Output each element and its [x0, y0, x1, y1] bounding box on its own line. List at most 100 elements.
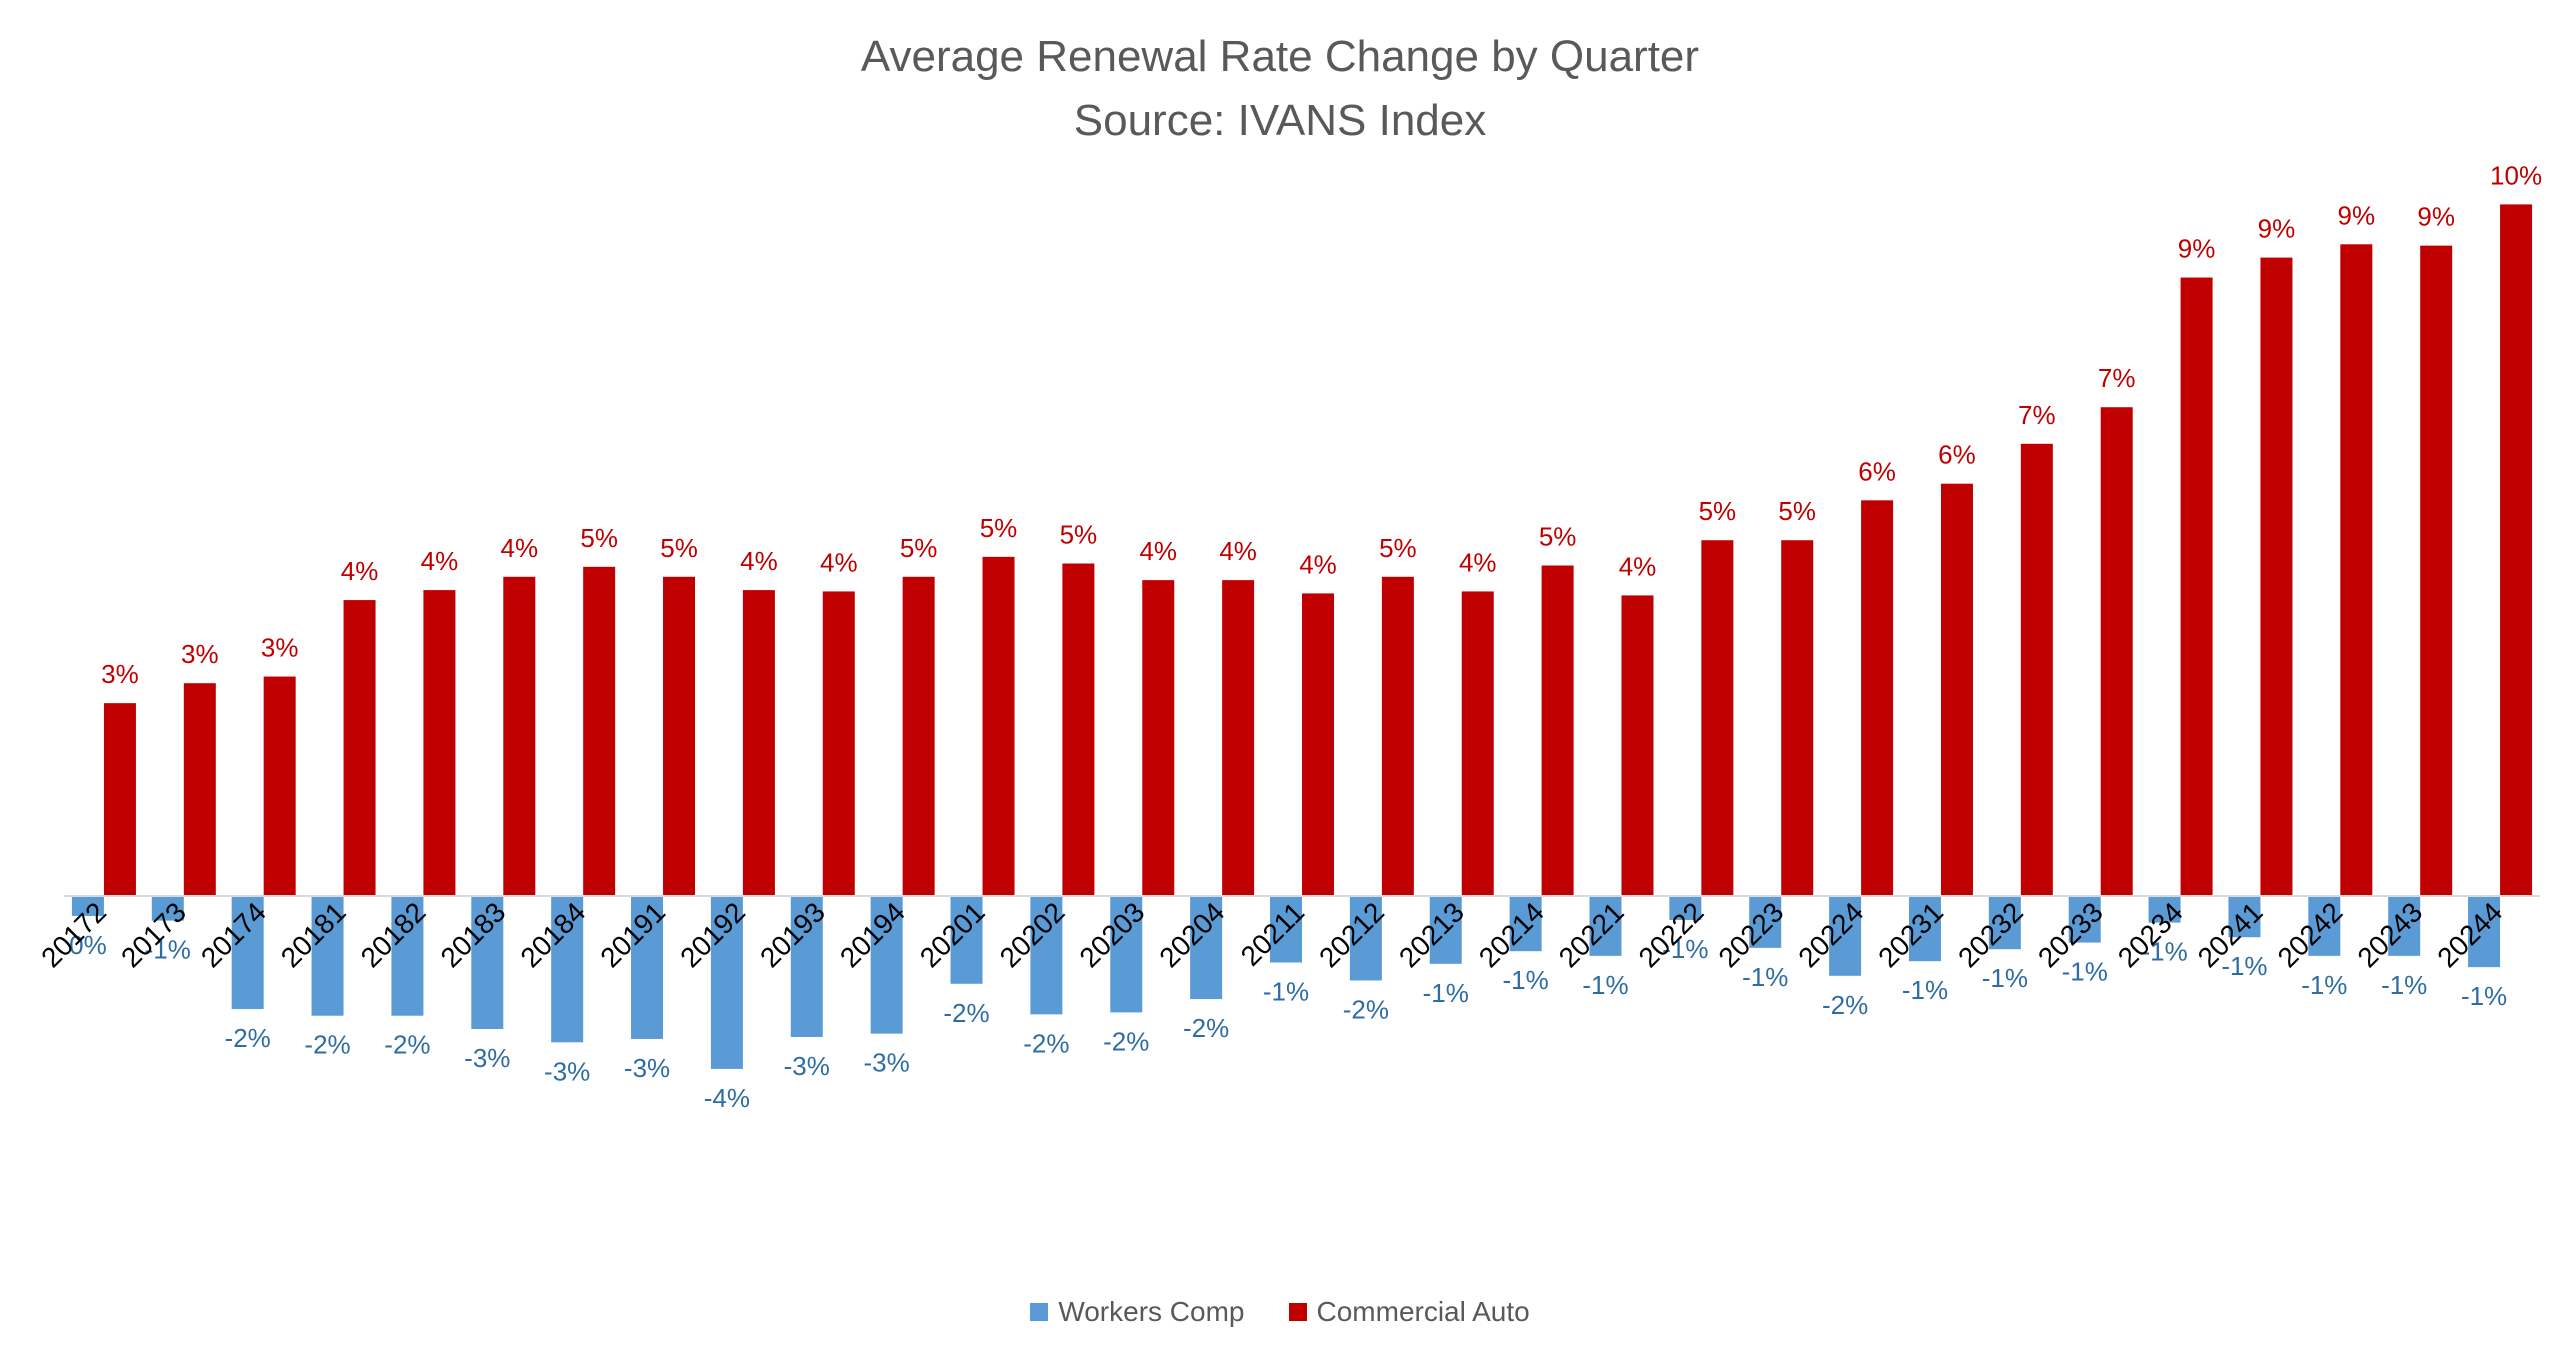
bar-commercial-auto: [1541, 565, 1574, 896]
data-label-commercial-auto: 6%: [1938, 440, 1976, 470]
legend-swatch-commercial-auto: [1288, 1303, 1307, 1321]
bar-commercial-auto: [1861, 500, 1894, 896]
data-label-commercial-auto: 4%: [341, 556, 379, 586]
data-label-commercial-auto: 9%: [2178, 234, 2216, 264]
data-label-workers-comp: -1%: [1982, 963, 2028, 993]
data-label-workers-comp: -1%: [1423, 978, 1469, 1008]
data-label-workers-comp: -2%: [225, 1023, 271, 1053]
legend-label-workers-comp: Workers Comp: [1058, 1296, 1245, 1327]
data-label-workers-comp: -2%: [1103, 1026, 1149, 1056]
bar-workers-comp: [1429, 896, 1462, 964]
bar-commercial-auto: [183, 683, 216, 896]
legend-swatch-workers-comp: [1030, 1303, 1049, 1321]
bar-workers-comp: [631, 896, 664, 1039]
data-label-workers-comp: -2%: [943, 998, 989, 1028]
bar-workers-comp: [1589, 896, 1622, 956]
data-label-workers-comp: -1%: [1662, 934, 1708, 964]
bar-workers-comp: [1829, 896, 1862, 976]
legend-label-commercial-auto: Commercial Auto: [1316, 1296, 1530, 1327]
bar-workers-comp: [1908, 896, 1941, 962]
data-label-commercial-auto: 3%: [101, 659, 139, 689]
bar-commercial-auto: [1621, 595, 1654, 896]
data-label-workers-comp: -3%: [784, 1051, 830, 1081]
bar-workers-comp: [231, 896, 264, 1010]
bar-workers-comp: [2308, 896, 2341, 956]
bar-workers-comp: [1749, 896, 1782, 948]
data-label-commercial-auto: 4%: [1459, 547, 1497, 577]
bar-commercial-auto: [742, 590, 775, 896]
bar-commercial-auto: [2100, 407, 2133, 896]
data-label-commercial-auto: 9%: [2258, 214, 2296, 244]
data-label-workers-comp: -3%: [544, 1056, 590, 1086]
data-label-commercial-auto: 4%: [1219, 536, 1257, 566]
bar-workers-comp: [551, 896, 584, 1043]
data-label-commercial-auto: 7%: [2018, 400, 2056, 430]
data-label-workers-comp: -2%: [384, 1030, 430, 1060]
legend-item-workers-comp: Workers Comp: [1030, 1296, 1245, 1328]
bar-commercial-auto: [822, 591, 855, 896]
bar-commercial-auto: [2180, 277, 2213, 896]
data-label-commercial-auto: 3%: [261, 633, 299, 663]
bar-commercial-auto: [263, 676, 296, 896]
data-label-workers-comp: -3%: [624, 1053, 670, 1083]
data-label-workers-comp: -1%: [2381, 970, 2427, 1000]
bar-commercial-auto: [2420, 245, 2453, 896]
bar-commercial-auto: [1062, 563, 1095, 896]
bar-commercial-auto: [663, 576, 696, 896]
data-label-workers-comp: -2%: [1183, 1013, 1229, 1043]
data-label-commercial-auto: 4%: [421, 546, 459, 576]
data-label-commercial-auto: 4%: [501, 533, 539, 563]
bar-workers-comp: [71, 896, 104, 916]
data-label-commercial-auto: 9%: [2417, 202, 2455, 232]
data-label-workers-comp: -1%: [1902, 975, 1948, 1005]
bar-commercial-auto: [1940, 483, 1973, 896]
bar-commercial-auto: [583, 566, 616, 896]
data-label-workers-comp: -1%: [2461, 981, 2507, 1011]
bar-workers-comp: [391, 896, 424, 1016]
data-label-workers-comp: -1%: [2301, 970, 2347, 1000]
data-label-workers-comp: -2%: [304, 1030, 350, 1060]
bar-workers-comp: [2068, 896, 2101, 943]
bar-workers-comp: [1110, 896, 1143, 1013]
data-label-workers-comp: -2%: [1343, 994, 1389, 1024]
data-label-workers-comp: -1%: [1263, 977, 1309, 1007]
legend: Workers Comp Commercial Auto: [0, 1296, 2560, 1328]
data-label-workers-comp: -4%: [704, 1083, 750, 1113]
bar-workers-comp: [2468, 896, 2501, 968]
bar-commercial-auto: [2340, 244, 2373, 897]
data-label-workers-comp: -1%: [2062, 957, 2108, 987]
bar-workers-comp: [2148, 896, 2181, 923]
bar-workers-comp: [710, 896, 743, 1069]
bar-workers-comp: [950, 896, 983, 984]
data-label-commercial-auto: 4%: [820, 547, 858, 577]
data-label-commercial-auto: 5%: [580, 523, 618, 553]
bar-workers-comp: [1509, 896, 1542, 952]
data-label-commercial-auto: 5%: [660, 533, 698, 563]
bar-workers-comp: [870, 896, 903, 1034]
bar-workers-comp: [471, 896, 504, 1029]
labels-group: 0% 3% -1% 3% -2% 3% -2% 4% -2% 4% -3% 4% -3% 5% -3% 5% -…: [69, 160, 2542, 1113]
data-label-commercial-auto: 10%: [2490, 160, 2542, 190]
data-label-commercial-auto: 3%: [181, 639, 219, 669]
bar-commercial-auto: [902, 576, 935, 896]
bar-commercial-auto: [2260, 257, 2293, 897]
data-label-workers-comp: -3%: [464, 1043, 510, 1073]
data-label-workers-comp: -3%: [864, 1048, 910, 1078]
data-label-commercial-auto: 5%: [1699, 496, 1737, 526]
data-label-workers-comp: -2%: [1023, 1028, 1069, 1058]
data-label-commercial-auto: 4%: [1299, 549, 1337, 579]
chart-title: Average Renewal Rate Change by Quarter: [860, 32, 1700, 81]
data-label-commercial-auto: 4%: [740, 546, 778, 576]
data-label-workers-comp: -2%: [1822, 990, 1868, 1020]
bar-workers-comp: [790, 896, 823, 1037]
bar-workers-comp: [1349, 896, 1382, 981]
data-label-commercial-auto: 6%: [1858, 456, 1896, 486]
data-label-commercial-auto: 9%: [2338, 200, 2376, 230]
bars-group: [71, 204, 2533, 1069]
bar-workers-comp: [1270, 896, 1302, 963]
bar-workers-comp: [2388, 896, 2421, 956]
bar-workers-comp: [1669, 896, 1702, 920]
bar-workers-comp: [1030, 896, 1063, 1015]
data-label-commercial-auto: 5%: [1778, 496, 1816, 526]
bar-commercial-auto: [1302, 593, 1334, 896]
